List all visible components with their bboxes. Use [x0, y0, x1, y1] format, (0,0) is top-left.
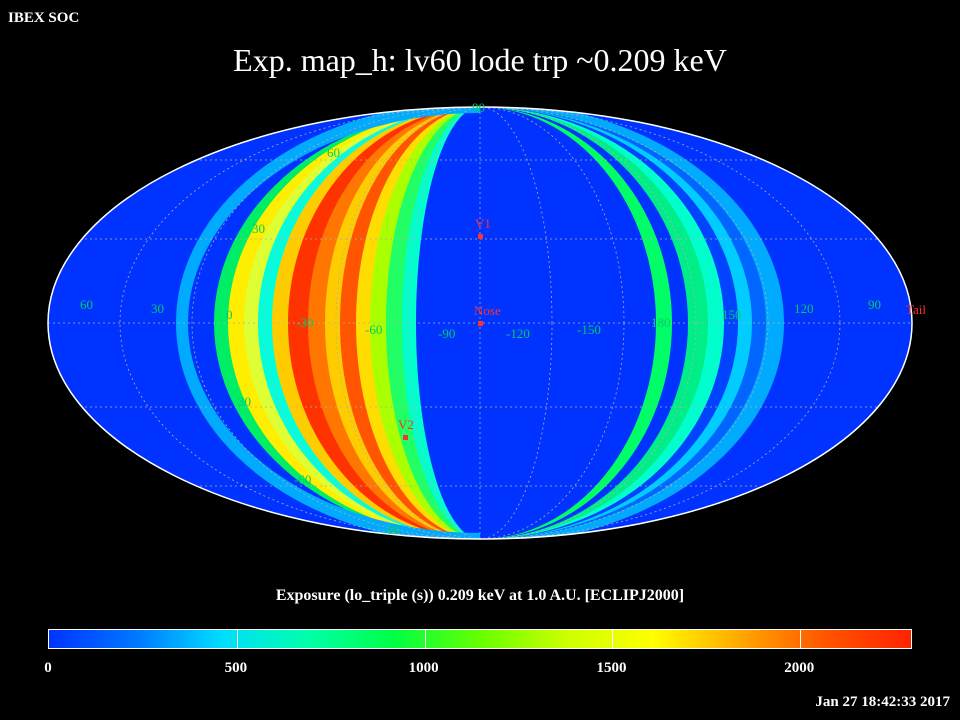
lon-label: 60: [80, 297, 93, 312]
colorbar: [48, 629, 912, 649]
longitude-labels: 60 30 0 -30 -60 -90 -120 -150 180 150 12…: [80, 297, 881, 341]
lon-label: 120: [794, 301, 814, 316]
map-title: Exp. map_h: lv60 lode trp ~0.209 keV: [233, 42, 727, 78]
marker-label-v1: V1: [475, 216, 491, 231]
marker-label-v2: V2: [398, 417, 414, 432]
corner-label: IBEX SOC: [8, 10, 80, 26]
marker-label-nose: Nose: [474, 303, 501, 318]
exposure-band: [480, 107, 656, 539]
timestamp: Jan 27 18:42:33 2017: [815, 694, 950, 710]
lon-label: 150: [722, 307, 742, 322]
exposure-bands-right: [480, 107, 778, 539]
colorbar-caption: Exposure (lo_triple (s)) 0.209 keV at 1.…: [275, 587, 685, 604]
colorbar-tick-label: 2000: [784, 660, 815, 676]
colorbar-tick: [800, 630, 802, 648]
marker-v2: [403, 435, 408, 440]
lat-label: 60: [327, 145, 340, 160]
lon-label: -90: [438, 326, 455, 341]
latitude-labels: 90 60 30 30 -60 -90: [238, 100, 485, 537]
lon-label: -30: [296, 315, 313, 330]
colorbar-tick: [424, 630, 426, 648]
lat-label: -60: [294, 472, 311, 487]
marker-nose: [478, 321, 483, 326]
lon-label: -150: [577, 322, 601, 337]
lat-label: 30: [238, 394, 251, 409]
lon-label: 30: [151, 301, 164, 316]
sky-map: 60 30 0 -30 -60 -90 -120 -150 180 150 12…: [47, 100, 926, 540]
colorbar-tick: [612, 630, 614, 648]
lon-label: -120: [506, 326, 530, 341]
lat-label: 90: [472, 100, 485, 115]
colorbar-tick-label: 1000: [408, 660, 439, 676]
markers: V1 Nose V2 Tail: [398, 216, 926, 440]
lon-label: -60: [365, 322, 382, 337]
map-outline: [47, 106, 913, 540]
lon-label: 180: [651, 315, 671, 330]
lat-label: -90: [383, 522, 400, 537]
colorbar-tick-label: 0: [44, 660, 52, 676]
lat-label: 30: [252, 221, 265, 236]
marker-label-tail: Tail: [906, 302, 926, 317]
colorbar-tick-label: 1500: [596, 660, 627, 676]
lon-label: 0: [226, 307, 233, 322]
lon-label: 90: [868, 297, 881, 312]
colorbar-tick-label: 500: [224, 660, 248, 676]
marker-v1: [478, 234, 483, 239]
colorbar-tick: [236, 630, 238, 648]
